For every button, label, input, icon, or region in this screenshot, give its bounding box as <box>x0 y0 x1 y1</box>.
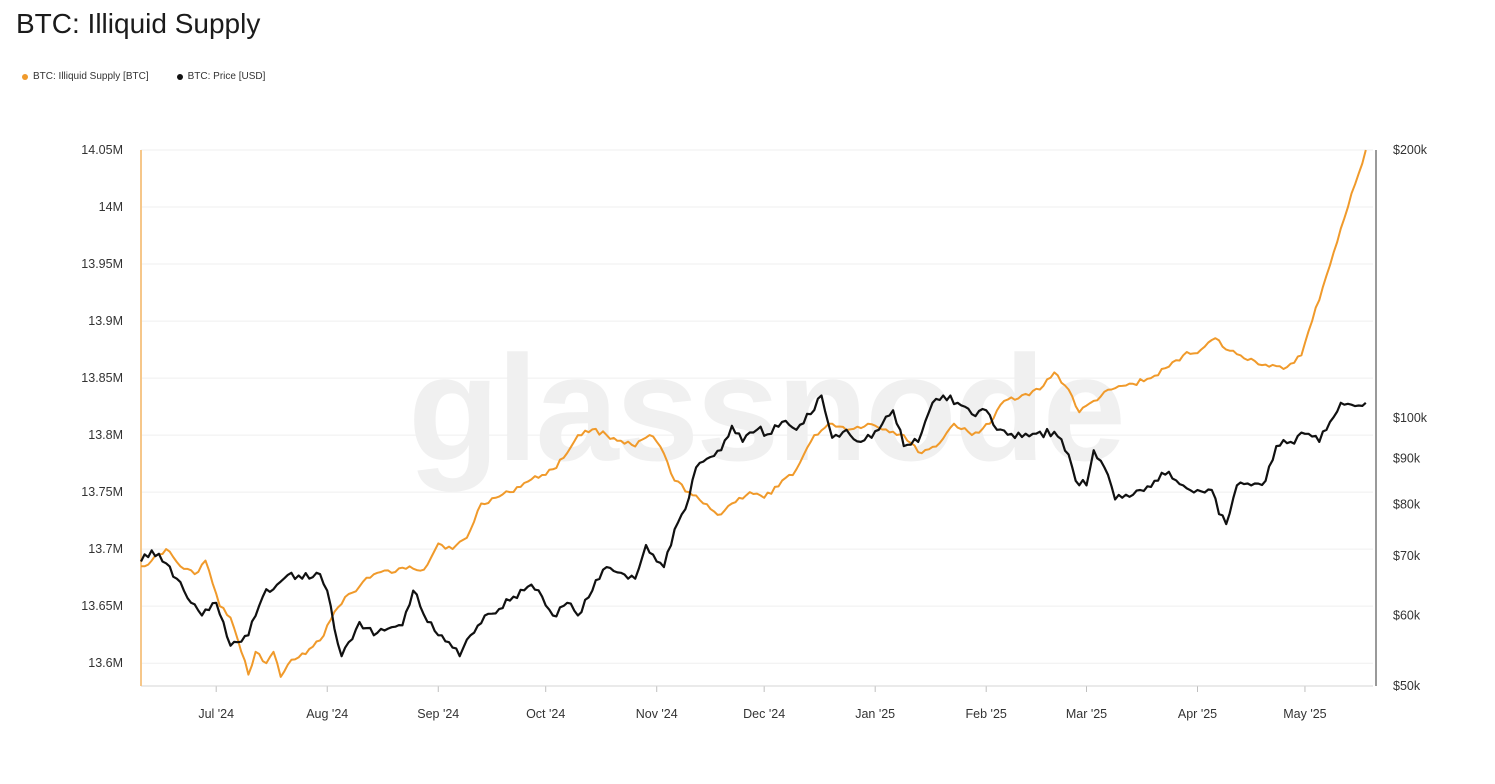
y-left-tick-label: 13.95M <box>81 257 123 271</box>
y-right-tick-label: $90k <box>1393 452 1421 466</box>
series-line-illiquid-supply <box>141 149 1367 678</box>
y-left-tick-label: 13.6M <box>88 656 123 670</box>
y-left-tick-label: 13.75M <box>81 485 123 499</box>
legend-label-illiquid-supply: BTC: Illiquid Supply [BTC] <box>33 71 149 82</box>
x-tick-label: Feb '25 <box>966 707 1007 721</box>
y-left-tick-label: 14.05M <box>81 143 123 157</box>
y-right-tick-label: $100k <box>1393 411 1428 425</box>
x-tick-label: Aug '24 <box>306 707 348 721</box>
x-tick-label: Nov '24 <box>636 707 678 721</box>
legend-item-price[interactable]: BTC: Price [USD] <box>176 71 266 82</box>
x-tick-label: Mar '25 <box>1066 707 1107 721</box>
series-group <box>140 149 1367 678</box>
y-right-tick-label: $200k <box>1393 143 1428 157</box>
y-left-tick-label: 13.8M <box>88 428 123 442</box>
x-tick-label: May '25 <box>1283 707 1326 721</box>
legend-dot-illiquid-supply <box>22 73 28 80</box>
legend-dot-price <box>176 73 183 80</box>
y-left-tick-label: 13.7M <box>88 542 123 556</box>
y-right-tick-label: $60k <box>1393 609 1421 623</box>
y-left-tick-label: 13.85M <box>81 371 123 385</box>
y-left-tick-label: 13.65M <box>81 599 123 613</box>
x-tick-label: Dec '24 <box>743 707 785 721</box>
legend-label-price: BTC: Price [USD] <box>187 71 266 82</box>
series-line-price <box>140 394 1367 658</box>
tick-labels: 13.6M 13.65M 13.7M 13.75M 13.8M 13.85M 13.9M 13… <box>81 143 1428 721</box>
legend-item-illiquid-supply[interactable]: BTC: Illiquid Supply [BTC] <box>22 71 149 82</box>
x-tick-label: Apr '25 <box>1178 707 1217 721</box>
x-tick-label: Jul '24 <box>198 707 234 721</box>
axes <box>140 150 1377 692</box>
y-right-tick-label: $50k <box>1393 679 1421 693</box>
y-right-tick-label: $80k <box>1393 497 1421 511</box>
y-left-tick-label: 14M <box>99 200 123 214</box>
y-right-tick-label: $70k <box>1393 549 1421 563</box>
x-tick-label: Sep '24 <box>417 707 459 721</box>
x-tick-label: Jan '25 <box>855 707 895 721</box>
y-left-tick-label: 13.9M <box>88 314 123 328</box>
grid <box>141 149 1373 664</box>
legend: BTC: Illiquid Supply [BTC] BTC: Price [U… <box>22 71 265 82</box>
x-tick-label: Oct '24 <box>526 707 565 721</box>
chart-title: BTC: Illiquid Supply <box>16 8 261 39</box>
